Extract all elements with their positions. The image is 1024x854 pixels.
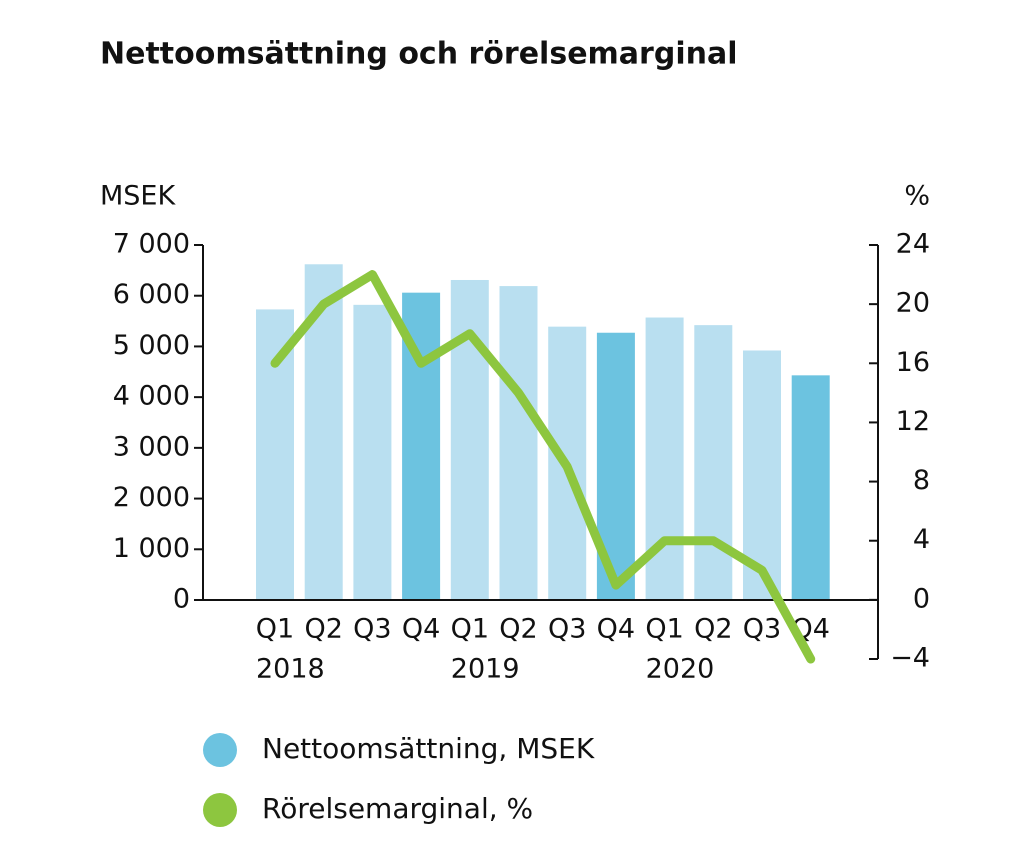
y2-tick-label: −4 <box>890 643 930 674</box>
y-tick-label: 1 000 <box>113 533 190 564</box>
y-tick-label: 6 000 <box>113 279 190 310</box>
x-tick-label: Q2 <box>694 614 732 645</box>
y2-tick-label: 24 <box>896 229 930 260</box>
legend-swatch <box>203 793 237 827</box>
x-tick-label: Q2 <box>304 614 342 645</box>
x-tick-label: Q1 <box>256 614 294 645</box>
chart-title: Nettoomsättning och rörelsemarginal <box>100 37 738 72</box>
x-group-label: 2020 <box>646 654 715 685</box>
bar <box>499 286 538 600</box>
y-tick-label: 7 000 <box>113 229 190 260</box>
line <box>270 270 816 664</box>
x-tick-label: Q2 <box>499 614 537 645</box>
y-tick-label: 5 000 <box>113 330 190 361</box>
x-tick-label: Q3 <box>548 614 586 645</box>
y2-tick-label: 20 <box>896 288 930 319</box>
y2-axis-label: % <box>904 181 930 212</box>
x-tick-label: Q1 <box>451 614 489 645</box>
x-tick-label: Q4 <box>402 614 440 645</box>
y-tick-label: 2 000 <box>113 482 190 513</box>
x-tick-label: Q4 <box>597 614 635 645</box>
y2-tick-label: 8 <box>913 465 930 496</box>
y2-tick-label: 12 <box>896 406 930 437</box>
bar <box>353 304 392 600</box>
x-group-label: 2019 <box>451 654 520 685</box>
y2-tick-label: 4 <box>913 524 930 555</box>
bar <box>450 279 489 600</box>
x-tick-label: Q3 <box>743 614 781 645</box>
bar <box>791 375 830 600</box>
y2-tick-label: 0 <box>913 583 930 614</box>
x-tick-label: Q3 <box>353 614 391 645</box>
x-group-label: 2018 <box>256 654 325 685</box>
bar <box>694 325 733 600</box>
y-tick-label: 3 000 <box>113 431 190 462</box>
x-tick-label: Q1 <box>645 614 683 645</box>
y-tick-label: 0 <box>173 584 190 615</box>
y-tick-label: 4 000 <box>113 381 190 412</box>
y-axis-label: MSEK <box>100 181 176 212</box>
legend-label: Rörelsemarginal, % <box>262 792 533 825</box>
legend-label: Nettoomsättning, MSEK <box>262 732 595 765</box>
y2-tick-label: 16 <box>896 347 930 378</box>
legend-swatch <box>203 733 237 767</box>
